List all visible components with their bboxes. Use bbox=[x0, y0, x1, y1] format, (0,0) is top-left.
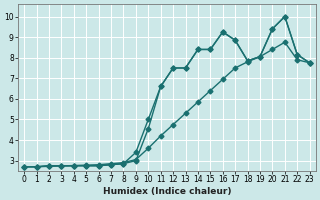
X-axis label: Humidex (Indice chaleur): Humidex (Indice chaleur) bbox=[103, 187, 231, 196]
